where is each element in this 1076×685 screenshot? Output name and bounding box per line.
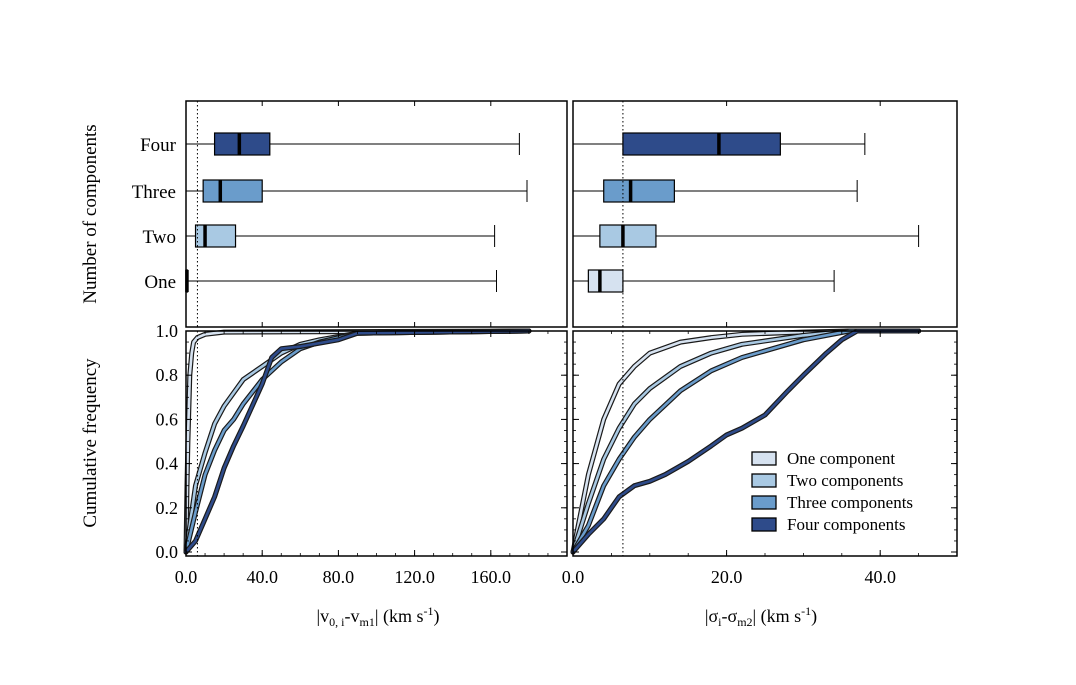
top-ylabel: Number of components (80, 124, 101, 303)
bottom-left-frame (185, 330, 568, 557)
bottom-right-series-line (571, 329, 920, 554)
bottom-left-series-outline (183, 328, 532, 555)
top-left-box-three (186, 179, 528, 203)
legend: One component Two components Three compone… (751, 449, 913, 534)
legend-label-three-components: Three components (787, 493, 913, 512)
category-label-one: One (144, 272, 176, 293)
top-left-iqr-two (194, 224, 237, 248)
bottom-left-ytick-label: 0.0 (156, 542, 179, 562)
bottom-left-series-four-components (183, 328, 532, 555)
top-right-box-two (573, 224, 920, 248)
top-right-iqr-three (603, 179, 675, 203)
top-left-box-one (185, 269, 498, 293)
top-right-box-three (573, 179, 858, 203)
bottom-left-xtick-label: 0.0 (175, 567, 198, 587)
bottom-left-series-line (184, 329, 531, 554)
bottom-right-series-three-components (570, 328, 922, 555)
bottom-left-xtick-label: 40.0 (246, 567, 278, 587)
bottom-right-xtick-label: 0.0 (562, 567, 585, 587)
bottom-left-xtick-label: 120.0 (394, 567, 435, 587)
legend-swatch-three-components (751, 495, 777, 510)
top-right-box-four (573, 132, 866, 156)
bottom-right-xtick-label: 40.0 (864, 567, 896, 587)
top-left-box-two (186, 224, 496, 248)
legend-label-four-components: Four components (787, 515, 906, 534)
bottom-left-xtick-label: 80.0 (323, 567, 355, 587)
bottom-right-series-line (571, 329, 920, 554)
bottom-right-series-four-components (570, 328, 922, 555)
bottom-ylabel: Cumulative frequency (80, 358, 101, 528)
bottom-right-xtick-label: 20.0 (711, 567, 743, 587)
top-left-iqr-four (213, 132, 271, 156)
top-right-box-one (573, 269, 835, 293)
top-right-iqr-one (587, 269, 624, 293)
top-left-frame (185, 100, 568, 328)
legend-label-two-components: Two components (787, 471, 903, 490)
top-right-frame (572, 100, 958, 328)
bottom-left-ytick-label: 0.2 (156, 498, 179, 518)
category-label-two: Two (142, 227, 176, 248)
legend-swatch-two-components (751, 473, 777, 488)
bottom-left-ytick-label: 1.0 (156, 321, 179, 341)
bottom-left-ytick-label: 0.8 (156, 365, 179, 385)
bottom-left-ytick-label: 0.6 (156, 409, 179, 429)
legend-swatch-one-component (751, 451, 777, 466)
top-right-iqr-two (599, 224, 657, 248)
legend-label-one-component: One component (787, 449, 895, 468)
bottom-right-series-line (571, 329, 920, 554)
legend-swatch-four-components (751, 517, 777, 532)
bottom-right-series-one-component (570, 328, 922, 555)
top-left-iqr-three (202, 179, 263, 203)
top-left-box-four (186, 132, 520, 156)
bottom-right-series-two-components (570, 328, 922, 555)
bottom-right-series-line (571, 329, 920, 554)
bottom-right-xlabel: |σi-σm2| (km s-1) (705, 604, 817, 629)
top-right-iqr-four (622, 132, 781, 156)
category-label-four: Four (140, 135, 177, 156)
category-label-three: Three (132, 182, 176, 203)
bottom-left-xtick-label: 160.0 (471, 567, 512, 587)
bottom-left-ytick-label: 0.4 (156, 454, 179, 474)
bottom-left-xlabel: |v0, i-vm1| (km s-1) (317, 604, 440, 629)
